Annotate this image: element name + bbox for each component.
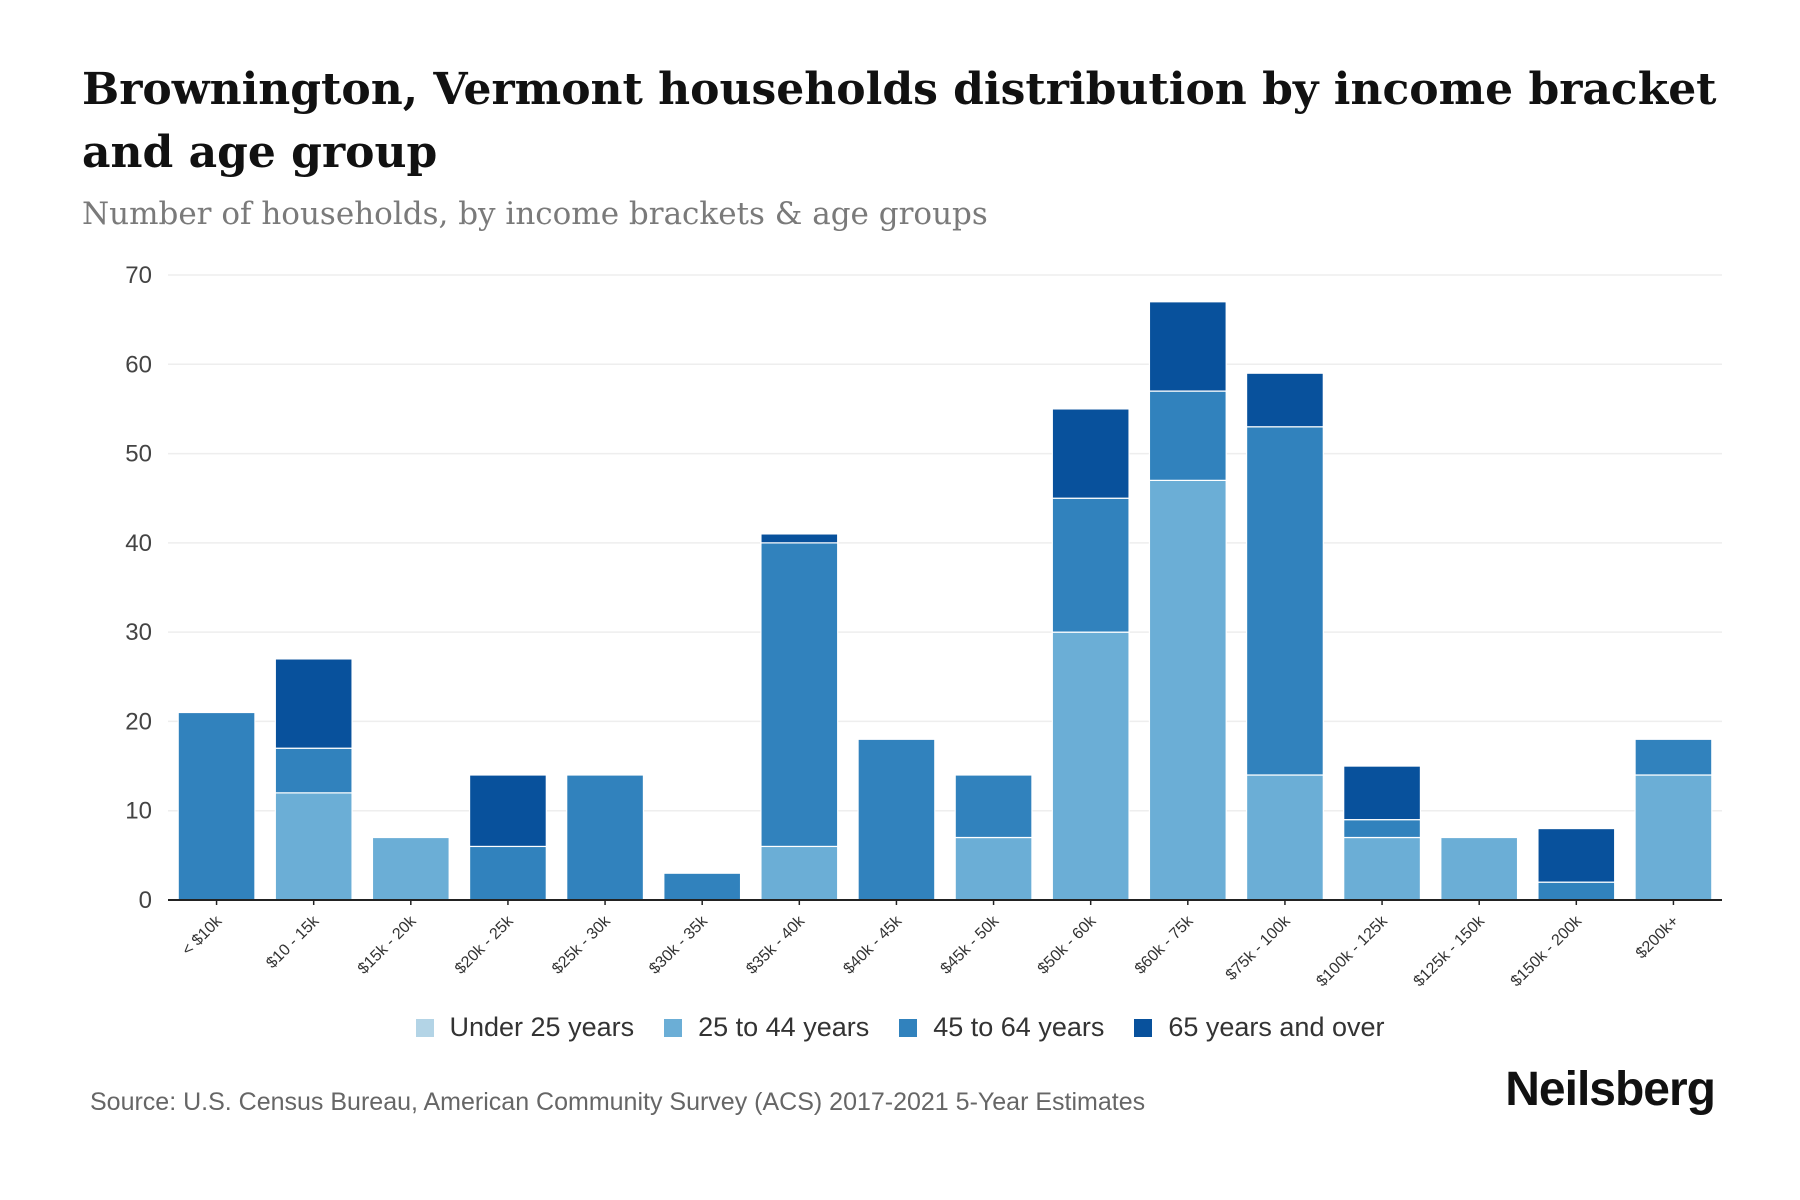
bar-segment: [1245, 372, 1324, 428]
x-tick-label: $60k - 75k: [1132, 912, 1198, 978]
bar-stack: [1537, 827, 1616, 901]
bar-segment: [1245, 426, 1324, 776]
bar-stack: [274, 658, 353, 901]
gridlines: [168, 274, 1722, 812]
chart-title: Brownington, Vermont households distribu…: [82, 64, 1717, 178]
x-tick-label: $30k - 35k: [646, 912, 712, 978]
bar-segment: [1537, 881, 1616, 901]
x-tick-label: $150k - 200k: [1508, 912, 1586, 990]
bar-stack: [177, 711, 256, 901]
bar-segment: [274, 792, 353, 901]
bar-stack: [663, 872, 742, 901]
bar-segment: [954, 836, 1033, 901]
bar-segment: [1148, 390, 1227, 481]
bar-segment: [274, 747, 353, 794]
legend-label: 45 to 64 years: [933, 1012, 1105, 1042]
y-axis: 0 10 20 30 40 50 60 70: [125, 262, 152, 914]
legend: Under 25 years 25 to 44 years 45 to 64 yea…: [0, 1012, 1800, 1043]
x-axis: < $10k $10 - 15k $15k - 20k $20k - 25k $25k …: [168, 899, 1722, 990]
bar-stack: [857, 738, 936, 901]
bar-stack: [760, 533, 839, 901]
bar-stack: [1343, 765, 1422, 901]
legend-label: 25 to 44 years: [698, 1012, 870, 1042]
y-tick-label: 60: [125, 351, 152, 378]
x-tick-label: $100k - 125k: [1313, 912, 1391, 990]
y-tick-label: 10: [125, 798, 152, 825]
bar-segment: [954, 774, 1033, 839]
bar-segment: [760, 533, 839, 544]
x-tick-label: $15k - 20k: [355, 912, 421, 978]
legend-label: Under 25 years: [449, 1012, 635, 1042]
x-tick-label: $200k+: [1633, 913, 1682, 962]
brand-logo: Neilsberg: [1505, 1063, 1716, 1116]
x-tick-label: $45k - 50k: [938, 912, 1004, 978]
x-tick-label: $40k - 45k: [840, 912, 906, 978]
x-tick-label: $25k - 30k: [549, 912, 615, 978]
legend-swatch: [415, 1018, 434, 1037]
y-tick-label: 70: [125, 262, 152, 289]
bar-stack: [1245, 372, 1324, 901]
bar-segment: [468, 845, 547, 901]
x-tick-label: $125k - 150k: [1411, 912, 1489, 990]
source-note: Source: U.S. Census Bureau, American Com…: [90, 1088, 1146, 1116]
bar-segment: [760, 845, 839, 901]
x-tick-label: $10 - 15k: [263, 912, 323, 972]
y-tick-label: 40: [125, 530, 152, 557]
bar-segment: [1051, 408, 1130, 499]
bar-stack: [1440, 836, 1519, 901]
legend-swatch: [899, 1018, 918, 1037]
bar-segment: [1440, 836, 1519, 901]
bars: [177, 301, 1713, 901]
bar-segment: [1051, 631, 1130, 901]
legend-item: 65 years and over: [1134, 1012, 1385, 1043]
bar-stack: [468, 774, 547, 901]
legend-item: 25 to 44 years: [664, 1012, 869, 1043]
bar-segment: [566, 774, 645, 901]
bar-segment: [177, 711, 256, 901]
bar-segment: [1148, 479, 1227, 901]
y-tick-label: 0: [139, 887, 152, 914]
legend-swatch: [1134, 1018, 1153, 1037]
x-tick-label: $75k - 100k: [1223, 912, 1295, 984]
bar-segment: [1634, 738, 1713, 776]
x-tick-label: $20k - 25k: [452, 912, 518, 978]
x-tick-label: $50k - 60k: [1035, 912, 1101, 978]
bar-segment: [663, 872, 742, 901]
chart-subtitle: Number of households, by income brackets…: [82, 196, 988, 232]
bar-segment: [1245, 774, 1324, 901]
bar-segment: [371, 836, 450, 901]
bar-stack: [1634, 738, 1713, 901]
bar-segment: [1634, 774, 1713, 901]
legend-item: 45 to 64 years: [899, 1012, 1104, 1043]
bar-stack: [371, 836, 450, 901]
bar-stack: [1051, 408, 1130, 901]
bar-segment: [274, 658, 353, 749]
y-tick-label: 20: [125, 708, 152, 735]
y-tick-label: 50: [125, 441, 152, 468]
legend-label: 65 years and over: [1168, 1012, 1385, 1042]
bar-stack: [1148, 301, 1227, 901]
bar-segment: [1051, 497, 1130, 633]
bar-segment: [468, 774, 547, 848]
y-tick-label: 30: [125, 619, 152, 646]
bar-stack: [566, 774, 645, 901]
bar-segment: [1343, 836, 1422, 901]
bar-segment: [1343, 765, 1422, 821]
x-tick-label: $35k - 40k: [743, 912, 809, 978]
bar-segment: [1343, 819, 1422, 839]
x-tick-label: < $10k: [179, 912, 226, 959]
legend-item: Under 25 years: [415, 1012, 635, 1043]
bar-segment: [760, 542, 839, 848]
bar-segment: [1148, 301, 1227, 392]
legend-swatch: [664, 1018, 683, 1037]
bar-segment: [857, 738, 936, 901]
bar-segment: [1537, 827, 1616, 883]
bar-stack: [954, 774, 1033, 901]
